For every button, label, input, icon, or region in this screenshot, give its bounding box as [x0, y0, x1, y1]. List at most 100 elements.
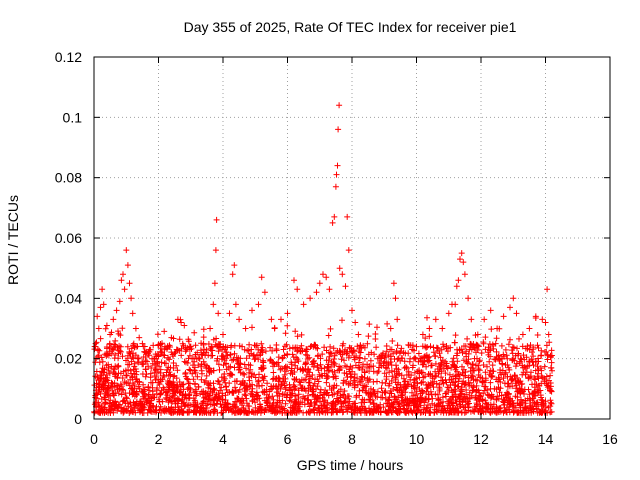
data-point — [386, 369, 393, 376]
data-point — [310, 363, 317, 370]
data-point — [111, 371, 118, 378]
data-point — [335, 126, 342, 133]
data-point — [445, 400, 452, 407]
data-point — [365, 333, 372, 340]
data-point — [222, 349, 229, 355]
data-point — [120, 387, 127, 393]
data-point — [515, 409, 522, 416]
data-point — [345, 247, 352, 254]
data-point — [289, 344, 296, 351]
data-point — [382, 388, 389, 395]
data-point — [256, 401, 263, 408]
data-point — [328, 387, 335, 393]
data-point — [215, 378, 222, 385]
data-point — [264, 380, 271, 387]
data-point — [476, 367, 483, 374]
data-point — [106, 407, 113, 414]
data-point — [432, 373, 438, 380]
data-point — [395, 366, 402, 373]
data-point — [491, 385, 498, 392]
data-point — [438, 368, 445, 375]
data-point — [410, 398, 417, 405]
data-point — [313, 289, 320, 296]
data-point — [293, 354, 300, 361]
data-point — [251, 396, 258, 403]
data-point — [356, 407, 363, 413]
data-point — [460, 372, 467, 379]
data-point — [509, 344, 516, 350]
data-point — [165, 380, 171, 387]
data-point — [198, 388, 205, 395]
data-point — [477, 374, 484, 381]
data-point — [149, 379, 156, 386]
data-point — [402, 378, 409, 385]
data-point — [136, 334, 143, 341]
data-point — [520, 388, 526, 395]
data-point — [121, 398, 128, 405]
data-point — [339, 403, 345, 410]
data-point — [501, 401, 507, 408]
y-tick-label: 0 — [74, 411, 82, 427]
data-point — [546, 339, 553, 346]
data-point — [325, 332, 332, 339]
data-point — [508, 347, 515, 354]
data-point — [247, 382, 254, 389]
data-point — [112, 404, 119, 411]
data-point — [538, 373, 545, 380]
data-point — [393, 348, 400, 354]
data-point — [495, 384, 502, 391]
data-point — [370, 400, 377, 407]
data-point — [237, 408, 244, 415]
data-point — [527, 402, 534, 409]
data-point — [499, 367, 506, 374]
data-point — [386, 394, 393, 401]
data-point — [126, 390, 133, 397]
data-point — [413, 375, 420, 382]
data-point — [426, 357, 433, 364]
data-point — [415, 407, 422, 414]
data-point — [461, 394, 468, 401]
data-point — [140, 361, 147, 368]
data-point — [168, 398, 174, 404]
data-point — [370, 387, 377, 393]
data-point — [468, 316, 475, 323]
data-point — [94, 313, 101, 320]
data-point — [419, 331, 426, 338]
data-point — [474, 331, 481, 338]
data-point — [261, 397, 268, 404]
data-point — [366, 396, 372, 403]
data-point — [257, 409, 264, 416]
data-point — [346, 344, 353, 351]
data-point — [284, 310, 291, 317]
data-point — [225, 364, 232, 371]
data-point — [389, 403, 396, 410]
data-point — [384, 320, 391, 327]
data-point — [261, 388, 268, 395]
data-point — [128, 385, 134, 392]
data-point — [387, 325, 394, 332]
data-point — [493, 396, 500, 403]
data-point — [467, 379, 473, 386]
data-point — [392, 295, 399, 302]
chart-title: Day 355 of 2025, Rate Of TEC Index for r… — [184, 19, 517, 35]
data-point — [120, 271, 126, 278]
data-point — [479, 378, 486, 385]
data-point — [132, 352, 139, 359]
data-point — [545, 331, 552, 338]
data-point — [329, 391, 336, 398]
data-point — [465, 350, 472, 357]
data-point — [423, 352, 430, 359]
data-point — [341, 388, 348, 394]
data-point — [247, 366, 254, 373]
data-point — [353, 392, 360, 399]
data-point — [323, 347, 330, 354]
data-point — [243, 395, 250, 402]
data-point — [543, 373, 550, 380]
data-point — [396, 350, 403, 357]
data-point — [506, 409, 513, 416]
data-point — [99, 286, 106, 293]
data-point — [342, 362, 349, 369]
data-point — [346, 380, 352, 387]
data-point — [185, 355, 192, 362]
data-point — [174, 383, 181, 390]
